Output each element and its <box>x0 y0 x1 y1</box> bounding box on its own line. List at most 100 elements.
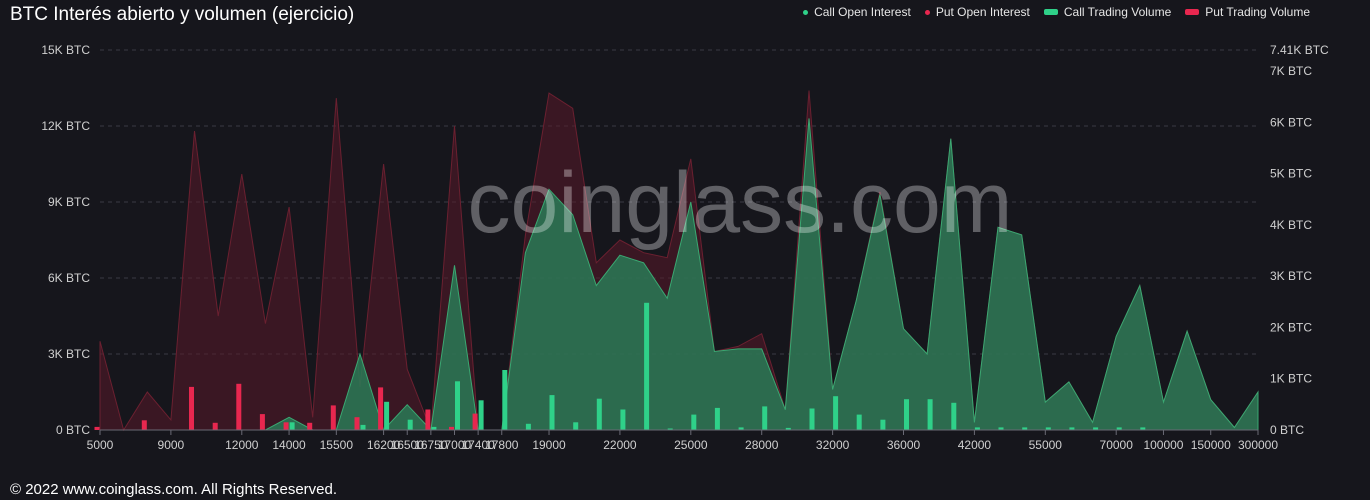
x-tick-label: 14000 <box>272 438 306 452</box>
chart-title: BTC Interés abierto y volumen (ejercicio… <box>10 4 355 25</box>
bar-call-trading-volume <box>289 422 295 430</box>
bar-call-trading-volume <box>1140 427 1146 430</box>
legend-item-call-oi[interactable]: Call Open Interest <box>803 5 911 19</box>
bar-put-trading-volume <box>189 386 194 430</box>
bar-call-trading-volume <box>596 398 602 430</box>
bar-put-trading-volume <box>354 417 360 430</box>
x-tick-label: 12000 <box>225 438 259 452</box>
bar-put-trading-volume <box>472 413 478 430</box>
x-tick-label: 42000 <box>958 438 992 452</box>
x-tick-label: 16500 <box>391 438 425 452</box>
bar-call-trading-volume <box>573 422 579 430</box>
x-tick-label: 22000 <box>603 438 637 452</box>
legend-item-call-volume[interactable]: Call Trading Volume <box>1043 5 1172 19</box>
legend-label: Put Trading Volume <box>1205 5 1310 19</box>
x-tick-label: 5000 <box>87 438 114 452</box>
bar-call-trading-volume <box>431 426 437 430</box>
x-tick-label: 55000 <box>1029 438 1063 452</box>
y-left-tick-label: 3K BTC <box>48 347 90 361</box>
x-tick-label: 17400 <box>461 438 495 452</box>
bar-call-trading-volume <box>384 401 390 430</box>
x-tick-label: 19000 <box>532 438 566 452</box>
bar-call-trading-volume <box>856 414 862 430</box>
legend: Call Open Interest Put Open Interest Cal… <box>803 5 1310 19</box>
bar-call-trading-volume <box>1045 427 1051 430</box>
y-right-tick-label: 2K BTC <box>1270 320 1312 334</box>
y-left-tick-label: 0 BTC <box>56 423 90 437</box>
x-tick-label: 100000 <box>1143 438 1183 452</box>
y-right-tick-label: 7K BTC <box>1270 64 1312 78</box>
bar-put-trading-volume <box>330 405 336 430</box>
bar-put-trading-volume <box>449 426 454 430</box>
watermark: coinglass.com <box>468 155 1013 251</box>
bar-call-trading-volume <box>880 419 886 430</box>
y-left-tick-label: 15K BTC <box>41 43 90 57</box>
bar-call-trading-volume <box>525 423 531 430</box>
legend-bar-icon <box>1185 9 1200 15</box>
bar-put-trading-volume <box>212 422 218 430</box>
y-right-tick-label: 1K BTC <box>1270 372 1312 386</box>
bar-call-trading-volume <box>1093 427 1099 430</box>
bar-call-trading-volume <box>549 395 555 430</box>
legend-item-put-volume[interactable]: Put Trading Volume <box>1185 5 1310 19</box>
x-tick-label: 150000 <box>1191 438 1231 452</box>
x-tick-label: 36000 <box>887 438 921 452</box>
bar-call-trading-volume <box>691 414 697 430</box>
bar-call-trading-volume <box>478 400 484 430</box>
x-tick-label: 25000 <box>674 438 708 452</box>
x-tick-label: 17800 <box>485 438 519 452</box>
bar-put-trading-volume <box>141 420 147 430</box>
bar-put-trading-volume <box>283 422 289 430</box>
x-tick-label: 9000 <box>158 438 185 452</box>
bar-call-trading-volume <box>951 402 957 430</box>
bar-call-trading-volume <box>738 427 744 430</box>
x-tick-label: 300000 <box>1238 438 1278 452</box>
y-right-tick-label: 0 BTC <box>1270 423 1304 437</box>
bar-call-trading-volume <box>644 302 650 430</box>
x-tick-label: 28000 <box>745 438 779 452</box>
y-right-tick-label: 4K BTC <box>1270 218 1312 232</box>
bar-call-trading-volume <box>809 408 815 430</box>
bar-call-trading-volume <box>762 406 768 430</box>
bar-call-trading-volume <box>998 427 1004 430</box>
bar-call-trading-volume <box>785 427 791 430</box>
bar-put-trading-volume <box>259 414 265 430</box>
legend-item-put-oi[interactable]: Put Open Interest <box>924 5 1030 19</box>
legend-bar-icon <box>1043 9 1058 15</box>
y-left-tick-label: 6K BTC <box>48 271 90 285</box>
bar-put-trading-volume <box>236 383 242 430</box>
x-tick-label: 16750 <box>414 438 448 452</box>
bar-put-trading-volume <box>94 426 100 430</box>
bar-call-trading-volume <box>620 409 626 430</box>
bar-call-trading-volume <box>1069 427 1075 430</box>
legend-label: Call Open Interest <box>814 5 911 19</box>
y-right-tick-label: 3K BTC <box>1270 269 1312 283</box>
bar-call-trading-volume <box>904 399 909 430</box>
legend-dot-icon <box>924 9 930 15</box>
legend-label: Put Open Interest <box>935 5 1030 19</box>
series-area-call-open-interest <box>100 118 1259 432</box>
bar-put-trading-volume <box>378 387 384 430</box>
bar-call-trading-volume <box>407 419 413 430</box>
bar-call-trading-volume <box>714 407 720 430</box>
bar-call-trading-volume <box>1116 427 1122 430</box>
bar-call-trading-volume <box>1022 427 1028 430</box>
x-tick-label: 15500 <box>320 438 354 452</box>
y-right-tick-label: 5K BTC <box>1270 167 1312 181</box>
y-right-tick-label: 7.41K BTC <box>1270 43 1329 57</box>
legend-dot-icon <box>803 9 809 15</box>
x-tick-label: 16200 <box>367 438 401 452</box>
x-tick-label: 17000 <box>438 438 472 452</box>
x-tick-label: 70000 <box>1100 438 1134 452</box>
y-right-tick-label: 6K BTC <box>1270 115 1312 129</box>
bar-call-trading-volume <box>455 381 460 430</box>
bar-put-trading-volume <box>425 409 431 430</box>
legend-label: Call Trading Volume <box>1063 5 1172 19</box>
copyright-footer: © 2022 www.coinglass.com. All Rights Res… <box>10 481 338 498</box>
bar-put-trading-volume <box>307 422 313 430</box>
y-left-tick-label: 12K BTC <box>41 119 90 133</box>
x-tick-label: 32000 <box>816 438 850 452</box>
y-left-tick-label: 9K BTC <box>48 195 90 209</box>
bar-call-trading-volume <box>927 399 933 430</box>
